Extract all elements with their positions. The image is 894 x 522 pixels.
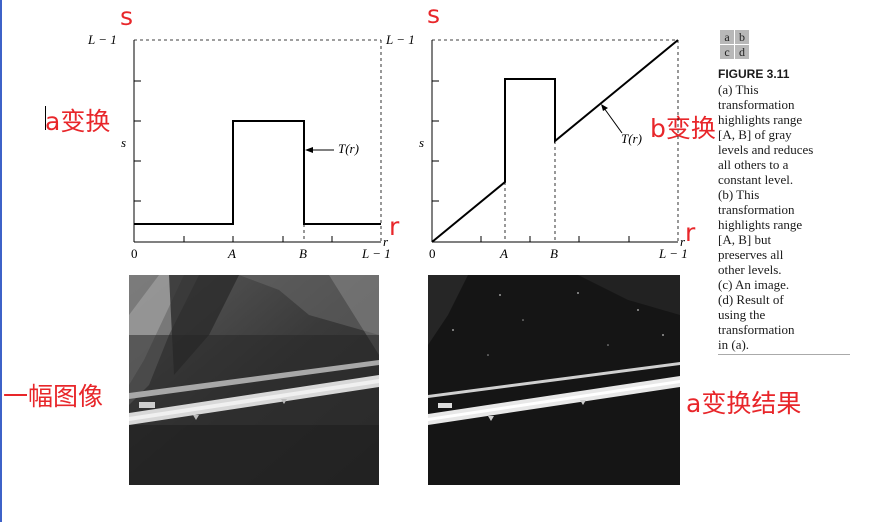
caption-line: levels and reduces: [718, 142, 814, 157]
panel-key-c: c: [720, 45, 734, 59]
plot-a-tick-0: 0: [131, 246, 138, 261]
plot-a-tick-A: A: [227, 246, 236, 261]
plot-b-tick-B: B: [550, 246, 558, 261]
plot-a-y-top-label: L − 1: [87, 32, 117, 47]
caption-line: [A, B] of gray: [718, 127, 792, 142]
a-result-annotation: a变换结果: [686, 389, 802, 418]
caption-line: (b) This: [718, 187, 760, 202]
caption-line: transformation: [718, 97, 795, 112]
caption-line: other levels.: [718, 262, 782, 277]
caption-line: (a) This: [718, 82, 759, 97]
caption-line: in (a).: [718, 337, 750, 352]
caption-line: (d) Result of: [718, 292, 784, 307]
text-cursor: [45, 106, 46, 130]
panel-key-d: d: [735, 45, 749, 59]
plot-b-tick-A: A: [499, 246, 508, 261]
caption-divider: [718, 354, 850, 355]
figure-title: FIGURE 3.11: [718, 67, 790, 81]
one-image-annotation: 一幅图像: [3, 382, 104, 411]
b-transform-annotation: b变换: [650, 114, 716, 143]
caption-line: preserves all: [718, 247, 784, 262]
caption-line: transformation: [718, 202, 795, 217]
plot-b-curve: [431, 39, 679, 243]
plot-a-tick-L1: L − 1: [361, 246, 391, 261]
plot-a-curve-label: T(r): [338, 141, 359, 156]
panel-key-b: b: [735, 30, 749, 44]
caption-text: (a) This transformation highlights range…: [718, 82, 850, 352]
caption-line: (c) An image.: [718, 277, 790, 292]
s-annotation-right: s: [427, 0, 441, 29]
caption-line: highlights range: [718, 112, 803, 127]
s-annotation-left: s: [120, 2, 134, 31]
original-aerial-image: [129, 275, 379, 485]
caption-line: [A, B] but: [718, 232, 772, 247]
panel-key-a: a: [720, 30, 734, 44]
panel-layout-key: a b c d: [720, 30, 850, 59]
plot-a-y-mid-label: s: [121, 135, 126, 150]
caption-line: highlights range: [718, 217, 803, 232]
caption-line: using the: [718, 307, 766, 322]
plot-a-tick-B: B: [299, 246, 307, 261]
plot-a-curve: [134, 120, 381, 225]
caption-line: all others to a: [718, 157, 789, 172]
plot-b-tick-L1: L − 1: [658, 246, 688, 261]
left-edge-line: [0, 0, 2, 522]
plot-b-curve-label: T(r): [621, 131, 642, 146]
a-transform-annotation: a变换: [45, 107, 111, 136]
plot-b-tick-0: 0: [429, 246, 436, 261]
r-annotation-left: r: [389, 212, 400, 241]
plot-b-y-top-label: L − 1: [385, 32, 415, 47]
plot-b-y-mid-label: s: [419, 135, 424, 150]
caption-line: constant level.: [718, 172, 794, 187]
r-annotation-right: r: [685, 218, 696, 247]
caption-line: transformation: [718, 322, 795, 337]
transformed-aerial-image: [428, 275, 680, 485]
figure-caption: a b c d FIGURE 3.11 (a) This transformat…: [718, 30, 850, 352]
